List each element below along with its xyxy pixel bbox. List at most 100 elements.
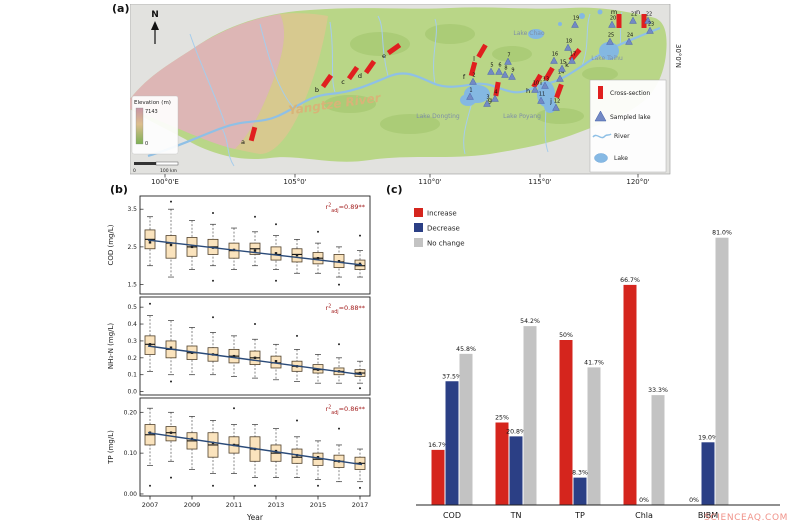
y-tick-label: 0.1 [127, 372, 137, 379]
lake-label: Lake Chao [513, 30, 545, 37]
sampled-lake-marker [495, 67, 503, 75]
sampled-lake-number: 18 [566, 39, 572, 45]
outlier-point [275, 223, 277, 226]
sampled-lake-8: 8 [501, 66, 509, 78]
panel-c-label: (c) [386, 183, 403, 196]
category-label: COD [443, 511, 461, 520]
bar-decrease [445, 381, 459, 505]
mean-marker [148, 241, 152, 244]
bar-increase [495, 422, 509, 505]
sampled-lake-2: 2 [469, 73, 477, 85]
boxplot-year-2017 [354, 360, 366, 390]
sampled-lake-marker [608, 20, 616, 28]
boxplot-year-2011 [228, 335, 240, 377]
sampled-lake-marker [550, 56, 558, 64]
sampled-lake-number: 10 [533, 81, 539, 87]
sampled-lake-number: 12 [554, 99, 560, 105]
outlier-point [338, 343, 340, 346]
sampled-lake-marker [556, 74, 564, 82]
sampled-lake-25: 25 [606, 33, 614, 45]
mean-marker [358, 371, 362, 375]
bar-group-BIBM: 0% 19.0% 81.0% [689, 230, 732, 505]
cross-section-label: l [473, 55, 475, 63]
longitude-label: 110°0' [418, 178, 441, 186]
outlier-point [212, 211, 214, 214]
sampled-lake-number: 8 [504, 66, 507, 72]
outlier-point [233, 407, 235, 410]
cross-section-marker [493, 81, 501, 97]
cross-section-b: b [315, 73, 334, 94]
boxplot-year-2008 [165, 200, 177, 278]
outlier-point [254, 484, 256, 487]
sampled-lake-marker [644, 16, 652, 24]
sampled-lake-9: 9 [508, 68, 516, 80]
vegetation-patch [425, 24, 475, 44]
sampled-lake-marker [606, 37, 614, 45]
boxplot-year-2012 [249, 424, 261, 487]
boxplot-year-2008 [165, 320, 177, 383]
outlier-point [338, 283, 340, 286]
panel-a-label: (a) [112, 2, 130, 15]
boxplot-year-2014 [291, 334, 303, 382]
small-lake-shape [597, 9, 603, 15]
outlier-point [212, 484, 214, 487]
mean-marker [274, 252, 278, 255]
cross-section-l: l [473, 43, 488, 63]
mean-marker [169, 243, 173, 247]
cross-section-h: h [526, 73, 543, 95]
tributary-river [189, 33, 226, 125]
sampled-lake-3: 3 [483, 95, 491, 107]
sampled-lake-number: 21 [631, 12, 637, 18]
y-axis-title: TP (mg/L) [107, 430, 115, 465]
boxplot-year-2010 [207, 420, 219, 487]
boxplot-year-2016 [333, 343, 345, 384]
mean-marker [169, 431, 173, 434]
tributary-river [329, 21, 336, 93]
y-axis-title: COD (mg/L) [107, 224, 115, 265]
cross-section-marker [468, 61, 478, 77]
cross-section-label: c [341, 78, 345, 86]
sampled-lake-marker [501, 70, 509, 78]
sampled-lake-21: 21 [629, 12, 637, 24]
sampled-lake-number: 22 [646, 12, 652, 18]
tributary-river [221, 127, 235, 167]
bar-value-label: 16.7% [428, 442, 448, 449]
yangtze-river-path [147, 26, 661, 158]
cross-section-label: d [358, 72, 362, 80]
boxplot-year-2017 [354, 448, 366, 489]
bar-value-label: 19.0% [698, 434, 718, 441]
sampled-lake-marker [508, 72, 516, 80]
bar-decrease [701, 442, 715, 505]
mean-marker [337, 260, 341, 263]
sampled-lake-number: 5 [490, 63, 493, 69]
cross-section-i: i [540, 66, 555, 87]
sampled-lake-marker [491, 94, 499, 102]
r2-annotation: r2adj=0.89** [326, 203, 366, 215]
sampled-lake-22: 22 [644, 12, 652, 24]
sampled-lake-marker [646, 26, 654, 34]
boxplot-year-2012 [249, 323, 261, 379]
boxplot-year-2015 [312, 230, 324, 274]
outlier-point [275, 279, 277, 282]
mean-marker [316, 456, 320, 459]
cross-section-label: n [636, 8, 640, 16]
vegetation-patch [350, 32, 410, 56]
x-tick-label: 2011 [226, 501, 243, 509]
y-tick-label: 0.3 [127, 338, 137, 345]
sampled-lake-marker [537, 96, 545, 104]
scale-bar [155, 161, 179, 166]
bar-increase [559, 340, 573, 505]
y-tick-label: 0.10 [124, 450, 138, 457]
boxplot-year-2007 [144, 407, 156, 487]
cross-section-icon [598, 86, 603, 99]
sampled-lake-number: 4 [494, 90, 497, 96]
scale-bar [134, 162, 156, 165]
legend-label-lake: Lake [614, 155, 628, 162]
x-tick-label: 2007 [142, 501, 159, 509]
sampled-lake-11: 11 [537, 92, 545, 104]
bar-no-change [587, 367, 601, 505]
legend-label-river: River [614, 133, 630, 140]
cross-section-label: e [382, 52, 386, 60]
sampled-lake-number: 15 [560, 60, 566, 66]
